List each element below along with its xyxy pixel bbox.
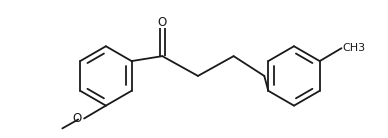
Text: O: O	[72, 112, 81, 125]
Text: CH3: CH3	[343, 43, 365, 53]
Text: O: O	[158, 16, 167, 30]
